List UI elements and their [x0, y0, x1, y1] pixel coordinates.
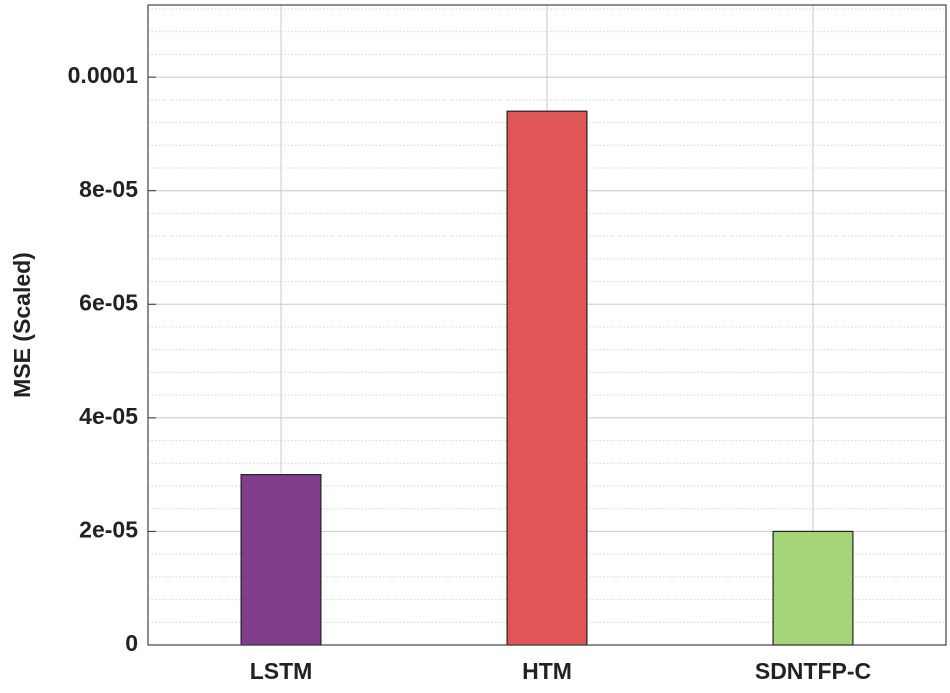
- axes-box: [147, 4, 947, 646]
- y-tick-label: 6e-05: [79, 289, 138, 315]
- x-tick-label: HTM: [522, 658, 572, 684]
- y-tick-label: 0.0001: [68, 62, 139, 88]
- x-tick-label: SDNTFP-C: [755, 658, 871, 684]
- y-axis-label: MSE (Scaled): [9, 252, 35, 398]
- y-tick-label: 4e-05: [79, 403, 138, 429]
- x-tick-label: LSTM: [250, 658, 313, 684]
- y-tick-label: 0: [125, 630, 138, 656]
- y-tick-label: 8e-05: [79, 176, 138, 202]
- bar: [772, 530, 854, 646]
- bar: [240, 474, 322, 646]
- y-tick-label: 2e-05: [79, 517, 138, 543]
- bar: [506, 110, 588, 646]
